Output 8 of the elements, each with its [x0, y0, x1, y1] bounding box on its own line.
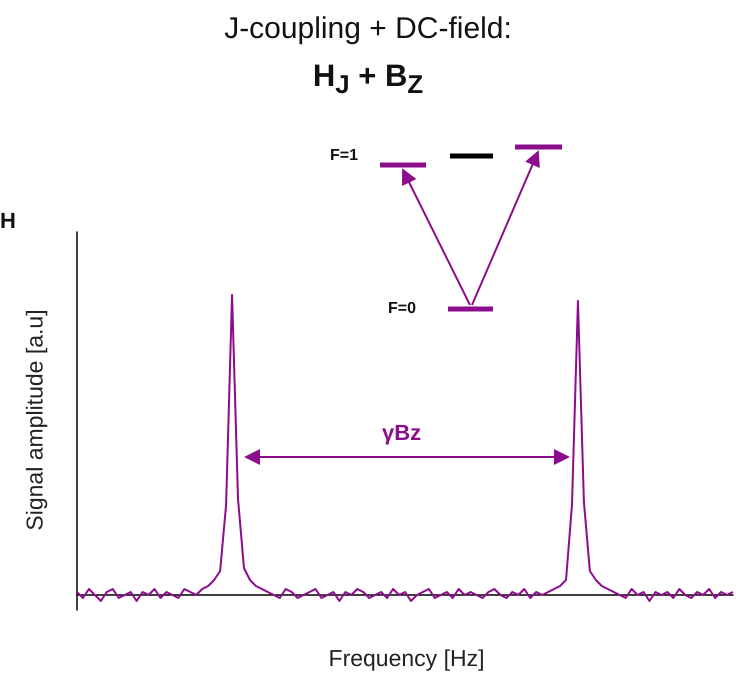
chart-title: J-coupling + DC-field: — [223, 12, 513, 46]
x-axis-title: Frequency [Hz] — [328, 645, 486, 672]
y-axis-title: Signal amplitude [a.u] — [22, 309, 48, 531]
text: F=1 — [330, 147, 358, 165]
annotation: F=0 — [388, 300, 416, 318]
annotation: γBz — [382, 420, 422, 446]
chart-subtitle: H$_{J}$ + B$_{Z}$ — [312, 58, 424, 100]
text: H — [0, 208, 16, 234]
